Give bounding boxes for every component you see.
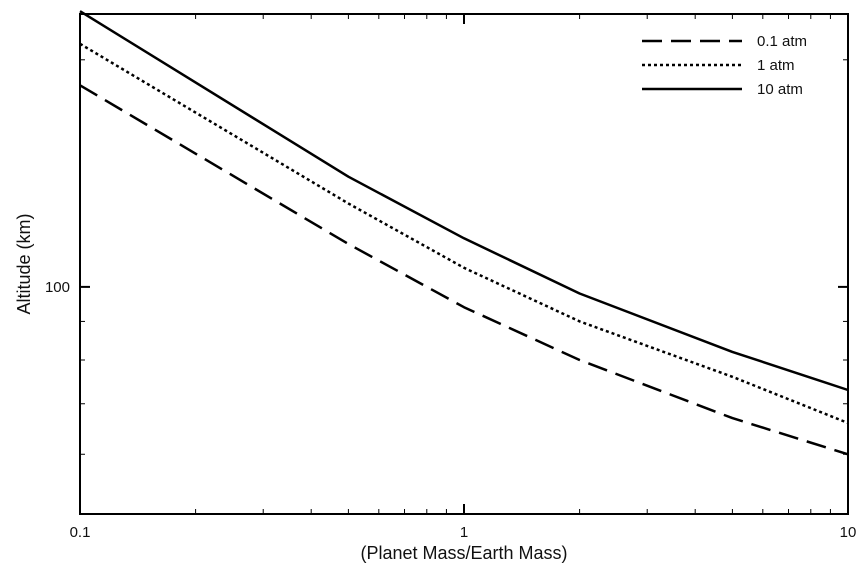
legend: 0.1 atm 1 atm 10 atm (642, 33, 807, 98)
legend-label: 0.1 atm (757, 33, 807, 50)
x-tick-label: 0.1 (70, 524, 91, 541)
y-axis-label: Altitude (km) (14, 213, 34, 314)
series-line-1-atm (79, 42, 849, 425)
y-tick-label: 100 (45, 279, 70, 296)
x-tick-label: 10 (840, 524, 857, 541)
plot-frame (79, 13, 849, 515)
series-lines (79, 10, 849, 456)
x-tick-label: 1 (460, 524, 468, 541)
series-line-10-atm (79, 10, 849, 392)
legend-label: 10 atm (757, 81, 803, 98)
legend-label: 1 atm (757, 57, 795, 74)
tick-labels: 0.1 1 10 100 (45, 279, 856, 541)
series-line-0-1-atm (79, 84, 849, 456)
x-axis-label: (Planet Mass/Earth Mass) (360, 543, 567, 563)
